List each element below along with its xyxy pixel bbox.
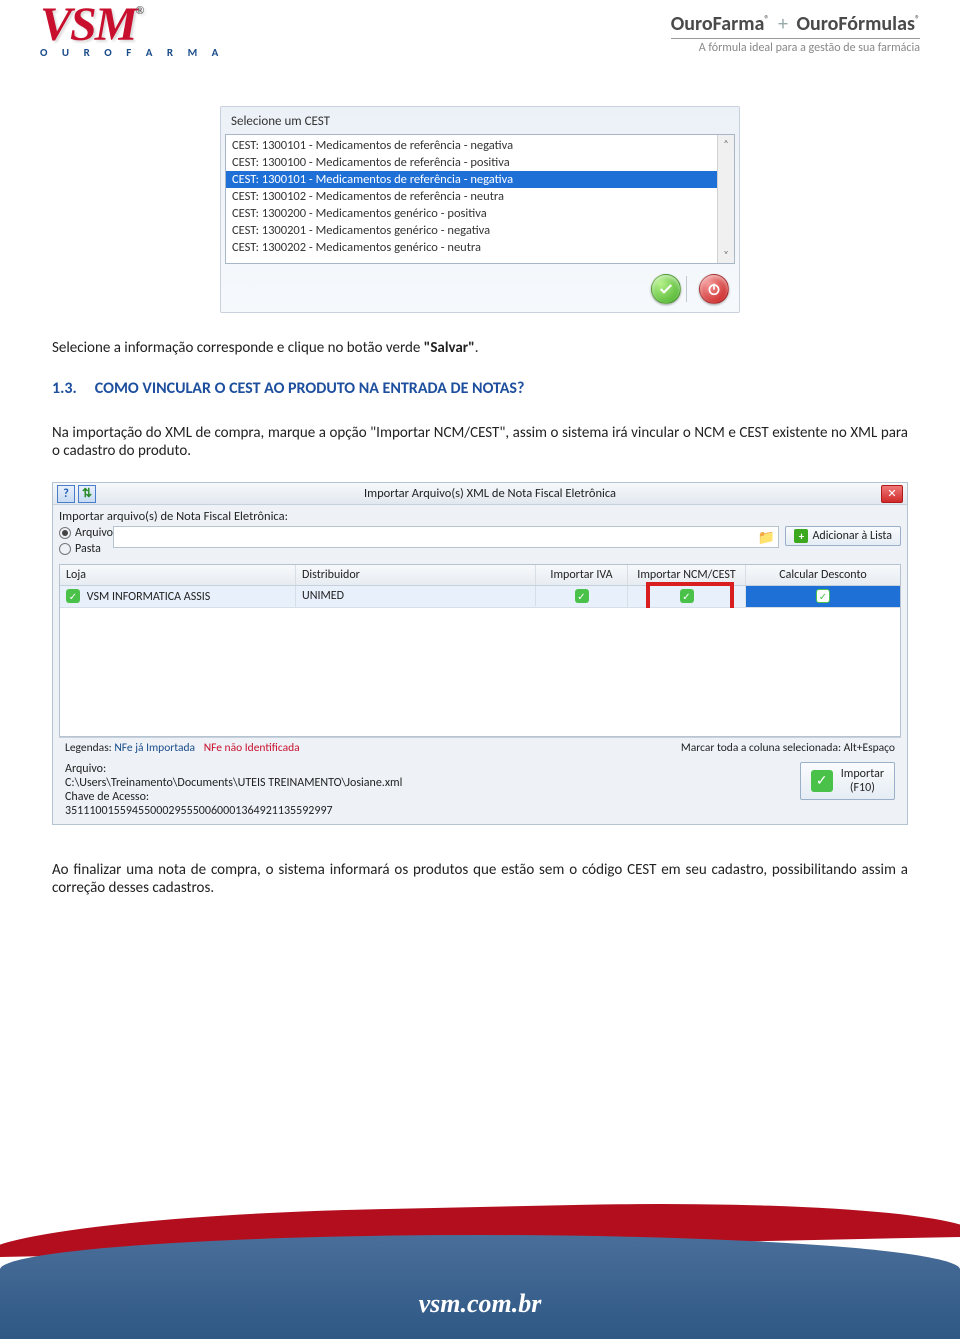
col-iva[interactable]: Importar IVA	[536, 565, 628, 585]
cell-distribuidor: UNIMED	[296, 586, 536, 606]
cest-dialog: Selecione um CEST CEST: 1300101 - Medica…	[220, 106, 740, 313]
paragraph-2: Na importação do XML de compra, marque a…	[52, 424, 908, 460]
grid-header: Loja Distribuidor Importar IVA Importar …	[60, 565, 900, 586]
chave-value: 3511100155945500029555006000136492113559…	[65, 804, 800, 818]
cell-ncm-cest[interactable]: ✓	[628, 586, 746, 607]
legend-shortcut: Marcar toda a coluna selecionada: Alt+Es…	[681, 741, 895, 755]
cancel-button[interactable]	[699, 274, 729, 304]
help-icon[interactable]: ?	[57, 485, 75, 503]
paragraph-3: Ao finalizar uma nota de compra, o siste…	[52, 861, 908, 897]
tree-icon[interactable]: ⇅	[78, 485, 96, 503]
legends-bar: Legendas: NFe já Importada NFe não Ident…	[59, 737, 901, 758]
section-heading: 1.3. COMO VINCULAR O CEST AO PRODUTO NA E…	[52, 379, 908, 398]
import-grid: Loja Distribuidor Importar IVA Importar …	[59, 564, 901, 737]
brand-plus: +	[778, 12, 788, 36]
import-button[interactable]: ✓ Importar (F10)	[800, 762, 895, 800]
plus-icon: +	[794, 529, 808, 543]
col-distribuidor[interactable]: Distribuidor	[296, 565, 536, 585]
add-to-list-button[interactable]: + Adicionar à Lista	[785, 526, 901, 546]
cell-loja: ✓ VSM INFORMATICA ASSIS	[60, 586, 296, 607]
radio-icon	[59, 543, 71, 555]
check-icon: ✓	[66, 589, 80, 603]
check-icon	[658, 281, 674, 297]
grid-empty-area	[60, 608, 900, 736]
cest-listbox[interactable]: CEST: 1300101 - Medicamentos de referênc…	[225, 134, 735, 264]
close-button[interactable]: ✕	[881, 485, 903, 503]
check-icon: ✓	[816, 589, 830, 603]
cest-list-item[interactable]: CEST: 1300101 - Medicamentos de referênc…	[226, 171, 734, 188]
file-path-input[interactable]: 📁	[113, 526, 779, 548]
cest-list-item[interactable]: CEST: 1300201 - Medicamentos genérico - …	[226, 222, 734, 239]
scrollbar[interactable]: ˄ ˅	[717, 135, 734, 263]
cell-iva[interactable]: ✓	[536, 586, 628, 607]
brand-line: OuroFarma® + OuroFórmulas®	[671, 12, 920, 39]
import-label: Importar arquivo(s) de Nota Fiscal Eletr…	[59, 509, 901, 524]
cell-desconto[interactable]: ✓	[746, 586, 900, 607]
check-icon: ✓	[811, 770, 833, 792]
grid-row[interactable]: ✓ VSM INFORMATICA ASSIS UNIMED ✓ ✓ ✓	[60, 586, 900, 608]
header-right: OuroFarma® + OuroFórmulas® A fórmula ide…	[671, 6, 920, 55]
cest-list-item[interactable]: CEST: 1300200 - Medicamentos genérico - …	[226, 205, 734, 222]
section-title: COMO VINCULAR O CEST AO PRODUTO NA ENTRA…	[95, 379, 525, 398]
page-header: VSM® O U R O F A R M A OuroFarma® + Ouro…	[0, 0, 960, 76]
cest-dialog-title: Selecione um CEST	[225, 111, 735, 134]
scroll-up-icon[interactable]: ˄	[718, 135, 734, 152]
check-icon: ✓	[575, 589, 589, 603]
logo-subtext: O U R O F A R M A	[40, 46, 230, 59]
arquivo-path: C:\Users\Treinamento\Documents\UTEIS TRE…	[65, 776, 800, 790]
col-desconto[interactable]: Calcular Desconto	[746, 565, 900, 585]
scroll-down-icon[interactable]: ˅	[718, 246, 734, 263]
radio-arquivo[interactable]: Arquivo	[59, 526, 113, 540]
brand2: OuroFórmulas	[796, 12, 914, 36]
radio-pasta[interactable]: Pasta	[59, 542, 113, 556]
footer-blue-band	[0, 1235, 960, 1339]
brand1: OuroFarma	[671, 12, 765, 36]
logo-vsm: VSM® O U R O F A R M A	[40, 6, 230, 76]
file-info-panel: Arquivo: C:\Users\Treinamento\Documents\…	[59, 758, 901, 824]
cest-list-item[interactable]: CEST: 1300202 - Medicamentos genérico - …	[226, 239, 734, 256]
chave-label: Chave de Acesso:	[65, 790, 800, 804]
section-number: 1.3.	[52, 379, 77, 398]
save-button[interactable]	[651, 274, 681, 304]
power-icon	[706, 281, 722, 297]
footer-url: vsm.com.br	[0, 1289, 960, 1319]
cest-list-item[interactable]: CEST: 1300101 - Medicamentos de referênc…	[226, 137, 734, 154]
col-loja[interactable]: Loja	[60, 565, 296, 585]
paragraph-1: Selecione a informação corresponde e cli…	[52, 339, 908, 357]
separator	[686, 276, 687, 302]
legend-imported: NFe já Importada	[114, 741, 195, 755]
legend-not-identified: NFe não Identificada	[204, 741, 300, 755]
window-titlebar: ? ⇅ Importar Arquivo(s) XML de Nota Fisc…	[53, 483, 907, 505]
cest-list-item[interactable]: CEST: 1300100 - Medicamentos de referênc…	[226, 154, 734, 171]
logo-text: VSM	[40, 0, 135, 51]
xml-import-window: ? ⇅ Importar Arquivo(s) XML de Nota Fisc…	[52, 482, 908, 825]
folder-icon[interactable]: 📁	[757, 528, 775, 546]
page-footer: vsm.com.br	[0, 1189, 960, 1339]
radio-icon	[59, 527, 71, 539]
arquivo-label: Arquivo:	[65, 762, 800, 776]
cest-list-item[interactable]: CEST: 1300102 - Medicamentos de referênc…	[226, 188, 734, 205]
window-title: Importar Arquivo(s) XML de Nota Fiscal E…	[99, 486, 881, 501]
tagline: A fórmula ideal para a gestão de sua far…	[671, 41, 920, 55]
